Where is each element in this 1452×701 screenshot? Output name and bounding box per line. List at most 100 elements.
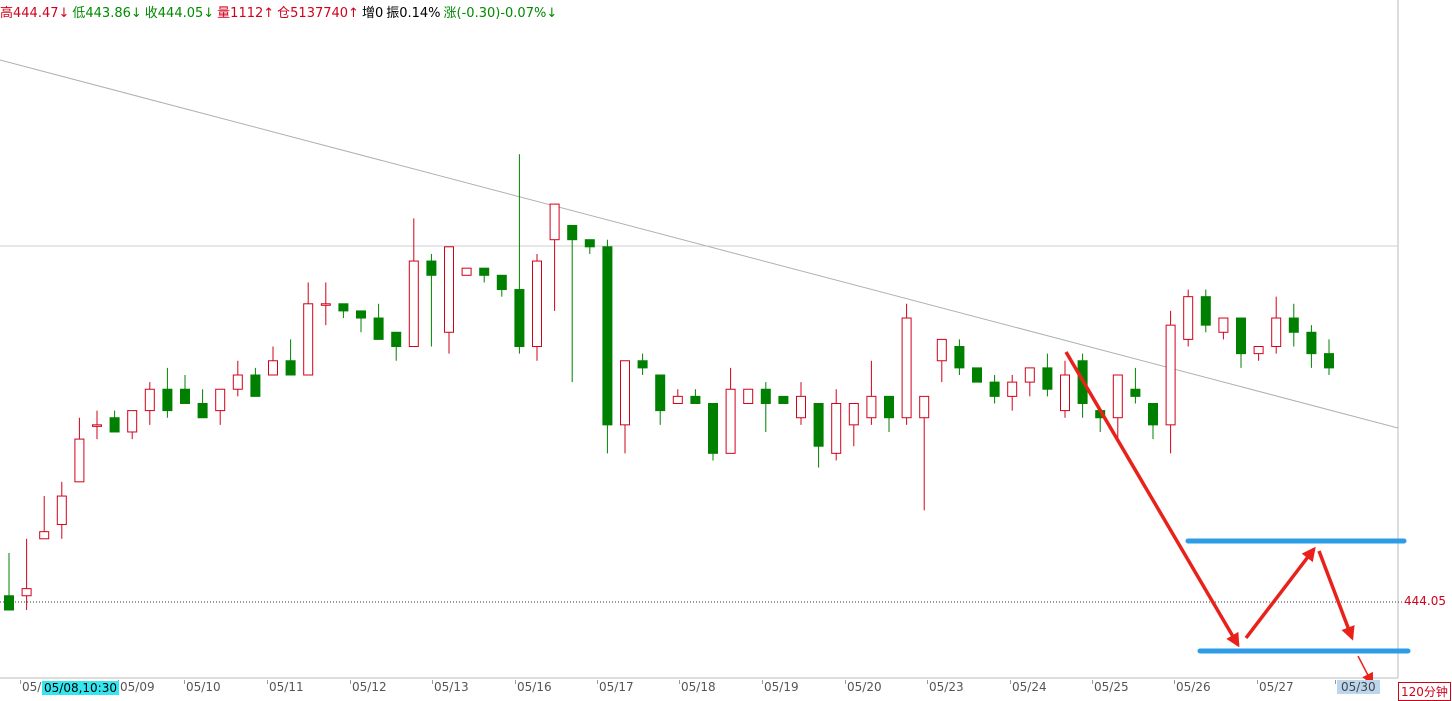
candle-body [373, 317, 384, 340]
cursor-date-label: 05/08,10:30 [42, 681, 119, 695]
x-tick-mark [1257, 680, 1258, 684]
trend-line [0, 59, 1399, 429]
x-tick-mark [20, 680, 21, 684]
x-tick-label: 05/13 [434, 680, 469, 694]
x-tick-label: 05/27 [1259, 680, 1294, 694]
candle-body [760, 388, 771, 404]
candle-body [144, 388, 155, 412]
candle-body [655, 374, 666, 412]
candle-body [532, 260, 542, 348]
candle-body [1130, 388, 1141, 397]
candle-body [1218, 317, 1229, 333]
candle-body [708, 402, 718, 454]
candle-body [549, 203, 560, 241]
candle-body [514, 289, 525, 348]
x-tick-label: 05/20 [847, 680, 882, 694]
candle-body [461, 267, 472, 276]
candle-body [426, 260, 437, 276]
candle-body [268, 360, 278, 376]
candle-body [1165, 324, 1176, 426]
x-tick-mark [597, 680, 598, 684]
candle-body [1236, 317, 1246, 355]
x-tick-label: 05/09 [120, 680, 155, 694]
candle-body [884, 395, 894, 419]
x-tick-mark [267, 680, 268, 684]
candle-body [1148, 402, 1158, 426]
candle-body [479, 267, 490, 276]
arrow-up [1244, 546, 1316, 640]
candle-body [989, 381, 1000, 397]
candle-body [1042, 367, 1053, 390]
candle-body [567, 224, 578, 241]
candle-body [936, 338, 947, 362]
amplitude-value: 振0.14% [386, 6, 441, 21]
candle-body [690, 395, 701, 404]
x-tick-mark [845, 680, 846, 684]
candle-body [831, 402, 842, 454]
candle-body [1024, 367, 1035, 383]
x-tick-label: 05/30 [1337, 680, 1380, 694]
candle-body [320, 303, 331, 306]
x-tick-label: 05/10 [186, 680, 221, 694]
candle-body [813, 402, 824, 447]
x-tick-label: 05/18 [681, 680, 716, 694]
candle-body [637, 360, 648, 369]
candle-body [162, 388, 173, 412]
x-tick-label: 05/ [22, 680, 42, 694]
candle-body [796, 395, 806, 419]
candle-body [602, 246, 613, 426]
candle-body [109, 417, 120, 433]
candle-body [778, 395, 789, 404]
candle-body [848, 402, 859, 426]
candle-body [39, 531, 50, 540]
candle-body [1306, 331, 1317, 355]
x-tick-mark [1174, 680, 1175, 684]
x-tick-label: 05/16 [517, 680, 552, 694]
candle-body [250, 374, 261, 397]
candle-body [1253, 346, 1264, 355]
x-tick-label: 05/11 [269, 680, 304, 694]
candle-body [1271, 317, 1282, 348]
candle-body [21, 588, 32, 597]
arrow-down-small [1357, 655, 1374, 686]
oi-change-value: 增0 [361, 6, 384, 21]
candle-body [285, 360, 296, 376]
candle-body [743, 388, 754, 404]
candle-body [496, 274, 507, 291]
change-value: 涨(-0.30)-0.07%↓ [443, 6, 558, 21]
x-tick-mark [184, 680, 185, 684]
volume-value: 量1112↑ [217, 6, 275, 21]
quote-header: 高444.47↓ 低443.86↓ 收444.05↓ 量1112↑ 仓5137740↑ 增… [0, 2, 560, 21]
candle-body [74, 438, 85, 483]
candle-body [1324, 353, 1334, 369]
high-value: 高444.47↓ [0, 6, 70, 21]
candle-body [4, 595, 14, 611]
candle-body [356, 310, 366, 319]
candle-body [215, 388, 226, 412]
candle-body [338, 303, 349, 312]
last-price-label: 444.05 [1402, 594, 1448, 608]
low-value: 低443.86↓ [72, 6, 142, 21]
candle-body [1200, 296, 1211, 326]
candle-body [901, 317, 912, 419]
x-tick-mark [1092, 680, 1093, 684]
x-tick-mark [350, 680, 351, 684]
x-tick-mark [762, 680, 763, 684]
candle-body [672, 395, 683, 404]
arrow-down-2 [1317, 550, 1355, 641]
arrow-down-1 [1064, 351, 1240, 648]
candle-body [444, 246, 454, 333]
period-selector[interactable]: 120分钟 [1398, 682, 1451, 701]
x-tick-label: 05/23 [929, 680, 964, 694]
x-tick-mark [515, 680, 516, 684]
candle-body [620, 360, 630, 426]
candle-body [197, 402, 208, 419]
candle-body [584, 239, 595, 248]
candle-body [972, 367, 982, 383]
x-tick-mark [679, 680, 680, 684]
candle-body [1007, 381, 1018, 397]
candle-body [408, 260, 419, 348]
candle-body [1288, 317, 1299, 333]
candle-body [1112, 374, 1123, 419]
